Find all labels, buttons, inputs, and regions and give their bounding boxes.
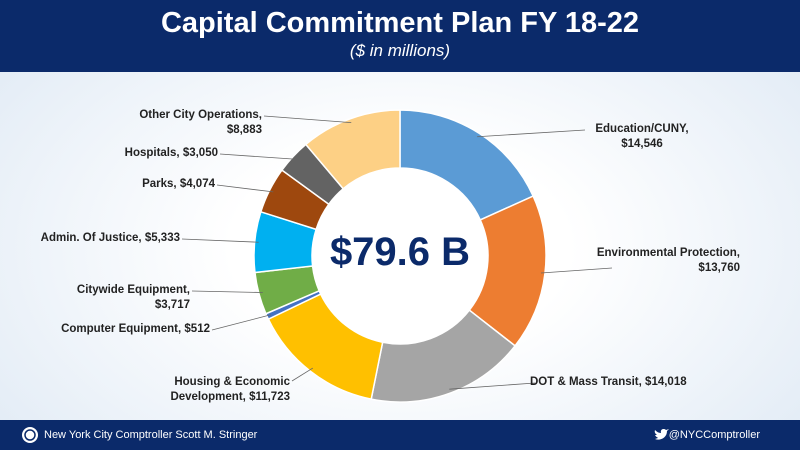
footer-handle: @NYCComptroller [668,429,760,441]
leader-line [263,115,352,124]
footer: New York City Comptroller Scott M. Strin… [0,420,800,450]
seal-icon [22,427,38,443]
value-label: $14,546 [621,138,663,150]
category-label: Computer Equipment, [61,323,182,335]
value-label: $3,050 [182,147,218,159]
donut-segment [304,109,401,190]
value-label: $5,333 [144,232,180,244]
data-label: Hospitals, $3,050 [40,146,218,161]
value-label: $11,723 [249,391,290,403]
category-label: Other City Operations, [139,109,262,121]
value-label: $3,717 [154,299,190,311]
leader-line [211,314,271,331]
category-label: Parks, [142,178,177,190]
category-label: Hospitals, [124,147,180,159]
leader-line [191,290,263,293]
data-label: Other City Operations, $8,883 [110,108,262,138]
center-label: $79.6 B [329,230,471,274]
twitter-icon [654,429,669,440]
chart-title: Capital Commitment Plan FY 18-22 [160,7,640,39]
leader-line [291,367,314,382]
leader-line [216,184,274,193]
data-label: Admin. Of Justice, $5,333 [30,231,180,246]
category-label: Admin. Of Justice, [40,232,142,244]
data-label: Education/CUNY, $14,546 [582,122,702,152]
leader-line [449,382,536,390]
footer-text: New York City Comptroller Scott M. Strin… [44,429,258,441]
category-label: Education/CUNY, [595,123,689,135]
category-label: DOT & Mass Transit, [530,376,642,388]
leader-line [540,267,613,274]
banner: Capital Commitment Plan FY 18-22 ($ in m… [0,0,800,72]
category-label: Environmental Protection, [596,247,740,259]
data-label: Parks, $4,074 [40,177,215,192]
value-label: $14,018 [645,376,687,388]
value-label: $512 [184,323,210,335]
category-label: Housing & Economic Development, [170,376,290,403]
data-label: Computer Equipment, $512 [60,322,210,337]
value-label: $13,760 [698,262,740,274]
data-label: Housing & Economic Development, $11,723 [140,375,290,405]
data-label: DOT & Mass Transit, $14,018 [530,375,710,390]
leader-line [219,153,297,160]
donut-segment [399,109,535,221]
data-label: Citywide Equipment, $3,717 [40,283,190,313]
chart-subtitle: ($ in millions) [349,41,451,60]
value-label: $4,074 [179,178,215,190]
data-label: Environmental Protection, $13,760 [590,246,740,276]
leader-line [477,129,586,138]
value-label: $8,883 [226,124,262,136]
leader-line [181,238,259,243]
category-label: Citywide Equipment, [76,284,190,296]
